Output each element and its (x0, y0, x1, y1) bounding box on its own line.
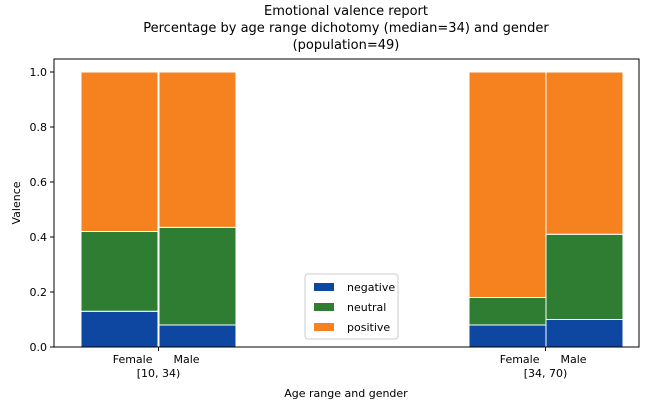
legend-swatch-negative (314, 283, 334, 291)
y-axis: 0.0 0.2 0.4 0.6 0.8 1.0 (30, 66, 54, 354)
x-tick-gender-label: Female (500, 353, 540, 366)
legend-swatch-neutral (314, 303, 334, 311)
x-tick-age-range-label: [10, 34) (137, 367, 181, 380)
bar-segment-negative (158, 324, 237, 348)
y-tick-label: 1.0 (30, 66, 48, 79)
bar-segment-negative (545, 319, 624, 348)
x-tick-gender-label: Male (174, 353, 200, 366)
bar-segment-positive (468, 71, 547, 298)
x-axis: Female Male[10, 34)Female Male[34, 70) (113, 347, 587, 380)
y-tick-label: 0.2 (30, 286, 48, 299)
x-axis-label: Age range and gender (284, 387, 408, 400)
y-tick-label: 0.4 (30, 231, 48, 244)
legend-swatch-positive (314, 323, 334, 331)
bar-segment-positive (158, 71, 237, 228)
y-tick-label: 0.0 (30, 341, 48, 354)
bar-segment-neutral (468, 297, 547, 326)
bars-layer (80, 71, 624, 348)
plot-frame (53, 58, 640, 348)
bar-segment-negative (468, 324, 547, 348)
legend-label-negative: negative (347, 281, 395, 294)
legend: negative neutral positive (304, 273, 399, 340)
chart-title-line-3: (population=49) (293, 38, 400, 53)
bar-segment-negative (80, 310, 159, 348)
x-tick-age-range-label: [34, 70) (524, 367, 568, 380)
chart-title-line-1: Emotional valence report (264, 4, 428, 19)
x-tick-gender-label: Female (113, 353, 153, 366)
legend-label-positive: positive (347, 321, 390, 334)
chart-title-line-2: Percentage by age range dichotomy (media… (143, 21, 549, 36)
x-tick-gender-label: Male (561, 353, 587, 366)
y-tick-label: 0.8 (30, 121, 48, 134)
bar-segment-neutral (80, 231, 159, 312)
bar-segment-neutral (545, 233, 624, 320)
bar-segment-positive (545, 71, 624, 235)
y-axis-label: Valence (10, 181, 23, 224)
bar-segment-positive (80, 71, 159, 232)
legend-label-neutral: neutral (347, 301, 386, 314)
bar-segment-neutral (158, 226, 237, 326)
y-tick-label: 0.6 (30, 176, 48, 189)
